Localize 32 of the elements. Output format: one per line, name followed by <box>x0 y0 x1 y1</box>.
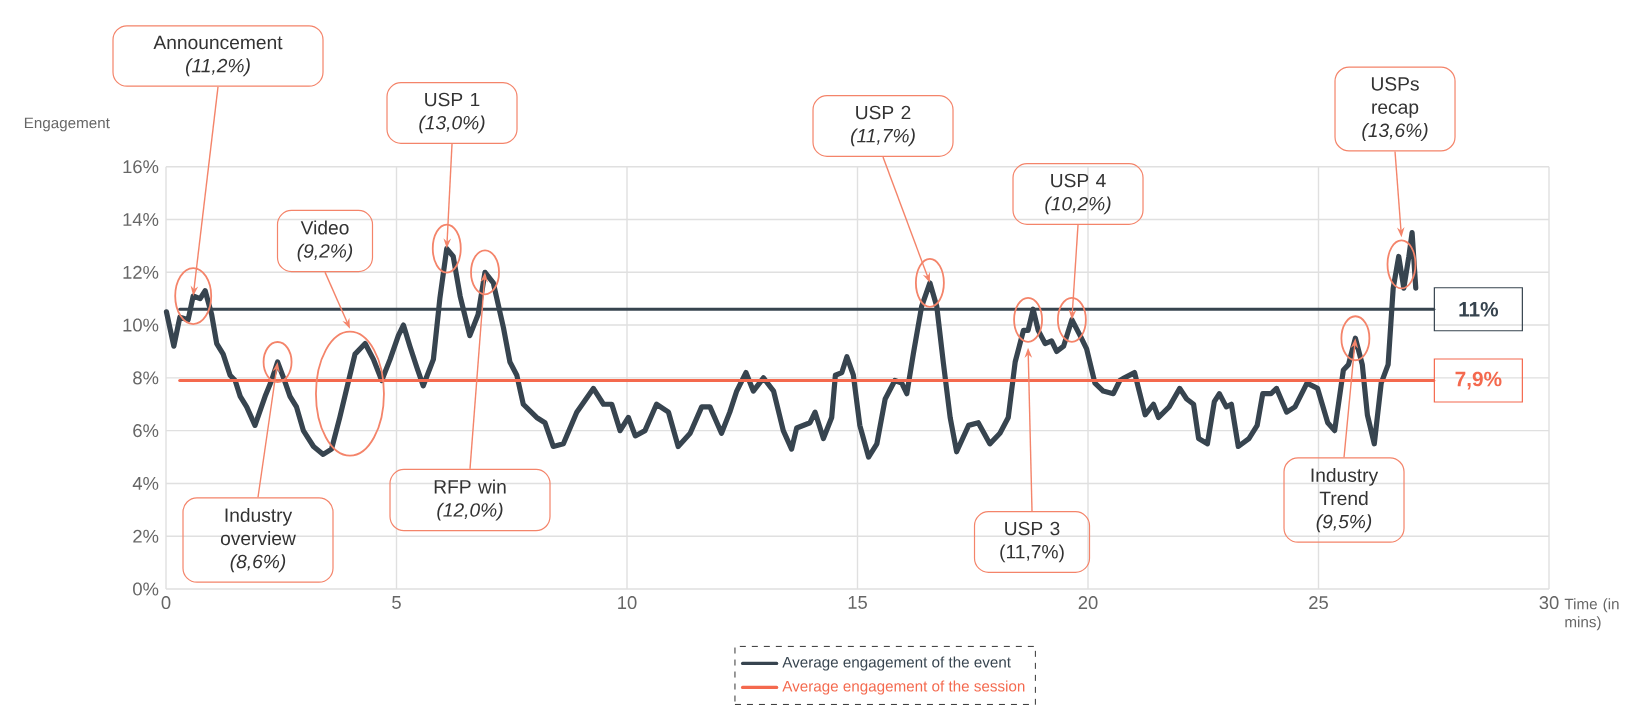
annotation: Announcement (11,2%) <box>153 35 283 77</box>
x-tick-label: 0 <box>161 596 171 610</box>
x-tick-label: 5 <box>392 596 401 609</box>
x-tick-label: 25 <box>1309 596 1328 610</box>
legend-label: Average engagement of the session <box>782 680 1025 695</box>
x-tick-label: 30 <box>1539 596 1559 610</box>
x-tick-label: 10 <box>618 596 637 610</box>
annotation: RFP win (12,0%) <box>434 479 506 521</box>
y-tick-label: 6% <box>133 424 159 438</box>
annotation: USP 1 (13,0%) <box>419 92 485 134</box>
annotation: USP 2 (11,7%) <box>851 105 915 147</box>
y-tick-label: 12% <box>123 265 159 279</box>
annotation: Industry overview (8,6%) <box>220 507 296 573</box>
annotation: USP 3 (11,7%) <box>1000 521 1064 563</box>
y-tick-label: 16% <box>123 160 159 174</box>
y-axis-title: Engagement <box>24 117 110 132</box>
legend-label: Average engagement of the event <box>782 656 1011 671</box>
y-tick-label: 4% <box>132 477 159 490</box>
x-tick-label: 15 <box>848 596 867 609</box>
annotation: Video (9,2%) <box>297 220 353 262</box>
y-tick-label: 0% <box>133 582 159 596</box>
y-tick-label: 10% <box>123 318 159 332</box>
x-tick-label: 20 <box>1078 596 1098 610</box>
text: USPs recap (13,6%) <box>1362 77 1428 141</box>
annotation: 11% <box>1459 301 1499 317</box>
y-tick-label: 14% <box>123 213 159 226</box>
y-tick-label: 2% <box>133 529 159 543</box>
x-axis-title: Time (in mins) <box>1564 598 1619 631</box>
annotation: USP 4 (10,2%) <box>1045 173 1111 215</box>
y-tick-label: 8% <box>133 371 159 385</box>
annotation: 7,9% <box>1455 371 1502 390</box>
annotation: Industry Trend (9,5%) <box>1311 467 1379 533</box>
